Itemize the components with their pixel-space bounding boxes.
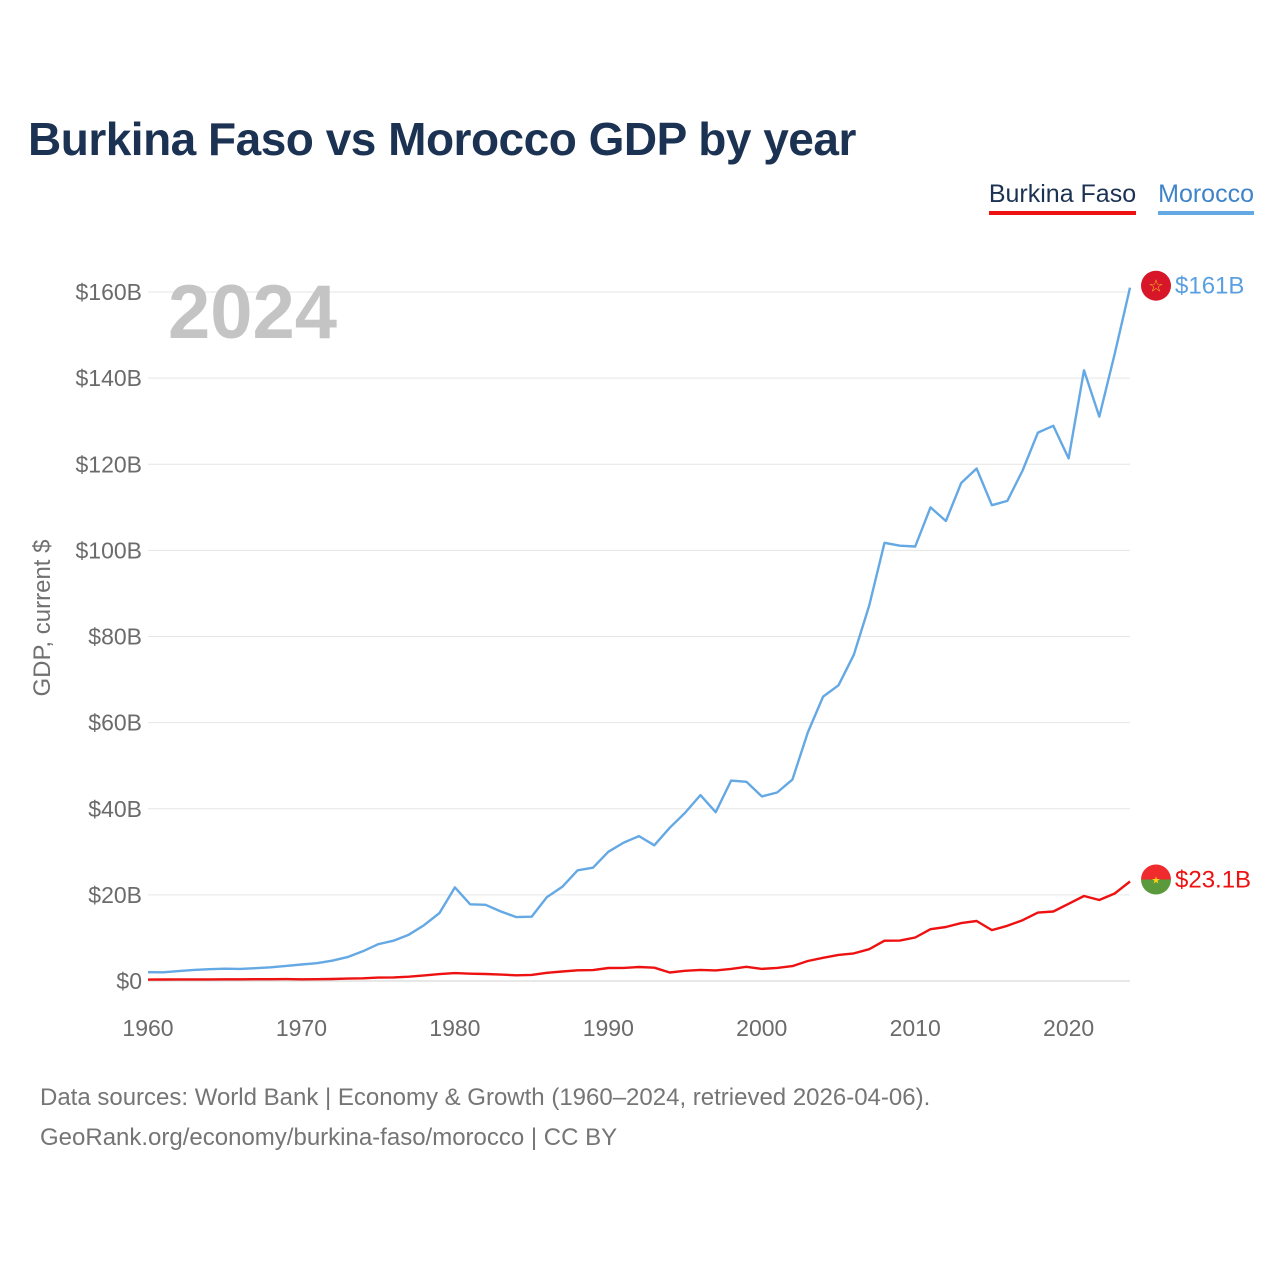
flag-top-half	[1141, 864, 1171, 880]
series-lines	[147, 287, 1132, 981]
gridlines	[148, 291, 1130, 982]
x-tick-label: 1980	[429, 1015, 480, 1041]
x-tick-label: 2020	[1043, 1015, 1094, 1041]
source-line-1: Data sources: World Bank | Economy & Gro…	[40, 1084, 931, 1111]
y-tick-label: $120B	[75, 451, 142, 477]
x-axis-ticks: 1960 1970 1980 1990 2000 2010 2020	[122, 1015, 1094, 1041]
flag-star: ☆	[1148, 277, 1163, 296]
flag-star: ★	[1152, 876, 1161, 887]
y-tick-label: $100B	[75, 537, 142, 563]
source-line-2[interactable]: GeoRank.org/economy/burkina-faso/morocco…	[40, 1124, 618, 1151]
y-axis-ticks: $0 $20B $40B $60B $80B $100B $120B $140B $160B	[75, 279, 142, 994]
end-value-label: $23.1B	[1175, 867, 1251, 894]
y-axis-label: GDP, current $	[29, 540, 56, 697]
x-tick-label: 1960	[122, 1015, 173, 1041]
flag-field	[1141, 270, 1171, 301]
y-tick-label: $0	[116, 968, 142, 994]
burkina-faso-flag-icon: ★	[1141, 864, 1171, 895]
x-tick-label: 1970	[276, 1015, 327, 1041]
legend-item-morocco[interactable]: Morocco	[1158, 180, 1254, 215]
year-overlay: 2024	[168, 270, 337, 355]
y-tick-label: $20B	[88, 882, 142, 908]
x-tick-label: 2010	[890, 1015, 941, 1041]
flag-bottom-half	[1141, 879, 1171, 895]
legend-item-burkina-faso[interactable]: Burkina Faso	[988, 180, 1137, 215]
y-tick-label: $40B	[88, 796, 142, 822]
series-end-markers: ★ $23.1B ☆ $161B	[1141, 270, 1251, 895]
y-tick-label: $160B	[75, 279, 142, 305]
series-line-morocco	[147, 287, 1132, 974]
x-tick-label: 1990	[583, 1015, 634, 1041]
series-line-burkina-faso	[147, 880, 1131, 981]
legend: Burkina Faso Morocco	[988, 180, 1254, 215]
y-tick-label: $140B	[75, 365, 142, 391]
end-value-label: $161B	[1175, 273, 1244, 300]
morocco-flag-icon: ☆	[1141, 270, 1171, 301]
chart-title: Burkina Faso vs Morocco GDP by year	[28, 113, 856, 165]
x-tick-label: 2000	[736, 1015, 787, 1041]
y-tick-label: $80B	[88, 624, 142, 650]
y-tick-label: $60B	[88, 710, 142, 736]
